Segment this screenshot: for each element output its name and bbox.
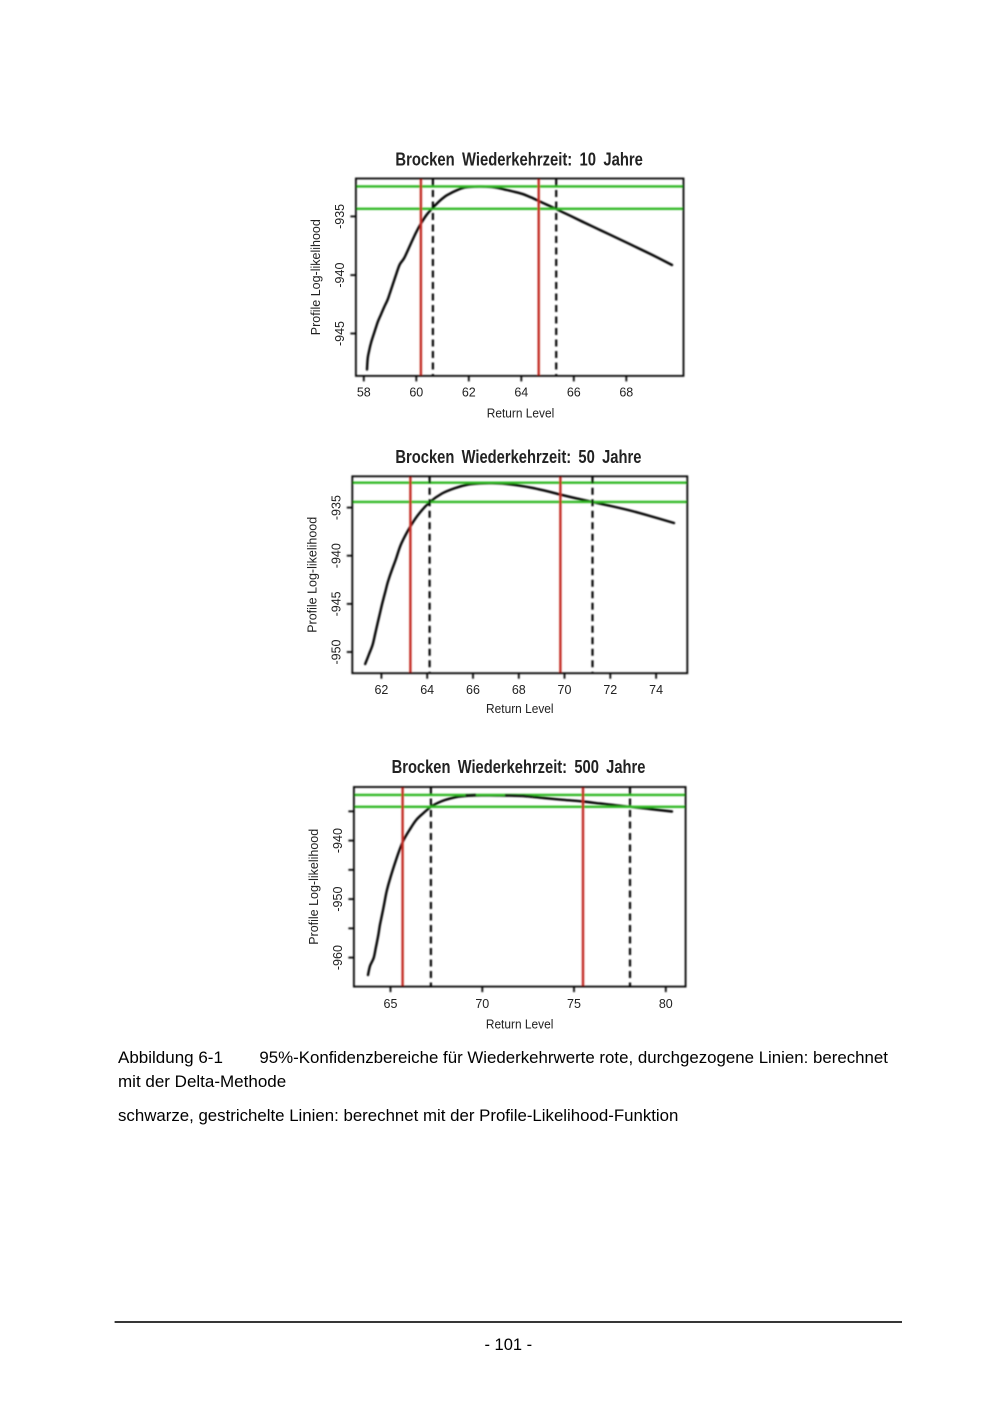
svg-text:66: 66: [567, 386, 581, 400]
svg-text:70: 70: [558, 683, 572, 697]
svg-text:-950: -950: [329, 639, 343, 664]
svg-text:65: 65: [384, 997, 398, 1011]
svg-text:- 101 -: - 101 -: [484, 1336, 532, 1354]
svg-text:68: 68: [619, 386, 633, 400]
svg-text:-935: -935: [329, 495, 343, 520]
svg-text:74: 74: [649, 683, 663, 697]
svg-text:Brocken Wiederkehrzeit: 50 Jah: Brocken Wiederkehrzeit: 50 Jahre: [395, 446, 641, 467]
svg-text:-950: -950: [331, 887, 345, 912]
svg-text:Brocken Wiederkehrzeit: 500 Ja: Brocken Wiederkehrzeit: 500 Jahre: [392, 756, 646, 777]
svg-text:95%-Konfidenzbereiche für Wied: 95%-Konfidenzbereiche für Wiederkehrwert…: [259, 1048, 888, 1067]
svg-text:-940: -940: [329, 543, 343, 568]
svg-text:Abbildung 6-1: Abbildung 6-1: [118, 1048, 223, 1067]
svg-text:66: 66: [466, 683, 480, 697]
svg-text:70: 70: [475, 997, 489, 1011]
svg-text:Brocken Wiederkehrzeit: 10 Jah: Brocken Wiederkehrzeit: 10 Jahre: [395, 148, 643, 169]
svg-text:64: 64: [514, 386, 528, 400]
svg-text:64: 64: [420, 683, 434, 697]
svg-text:60: 60: [409, 386, 423, 400]
svg-text:62: 62: [374, 683, 388, 697]
svg-text:-945: -945: [333, 321, 347, 346]
svg-text:Return Level: Return Level: [486, 1018, 554, 1032]
svg-text:-940: -940: [331, 828, 345, 853]
svg-text:schwarze, gestrichelte Linien:: schwarze, gestrichelte Linien: berechnet…: [118, 1106, 678, 1125]
svg-text:-940: -940: [333, 263, 347, 288]
svg-text:68: 68: [512, 683, 526, 697]
svg-text:62: 62: [462, 386, 476, 400]
svg-text:mit der Delta-Methode: mit der Delta-Methode: [118, 1072, 286, 1091]
svg-text:Return Level: Return Level: [487, 407, 555, 421]
svg-text:75: 75: [567, 997, 581, 1011]
svg-text:80: 80: [659, 997, 673, 1011]
svg-text:-960: -960: [331, 945, 345, 970]
svg-text:-945: -945: [329, 591, 343, 616]
svg-text:58: 58: [357, 386, 371, 400]
svg-text:Profile Log-likelihood: Profile Log-likelihood: [308, 219, 323, 335]
svg-text:72: 72: [603, 683, 617, 697]
svg-text:-935: -935: [333, 204, 347, 229]
svg-text:Profile Log-likelihood: Profile Log-likelihood: [306, 829, 321, 945]
svg-text:Profile Log-likelihood: Profile Log-likelihood: [305, 517, 320, 633]
svg-text:Return Level: Return Level: [486, 702, 554, 716]
